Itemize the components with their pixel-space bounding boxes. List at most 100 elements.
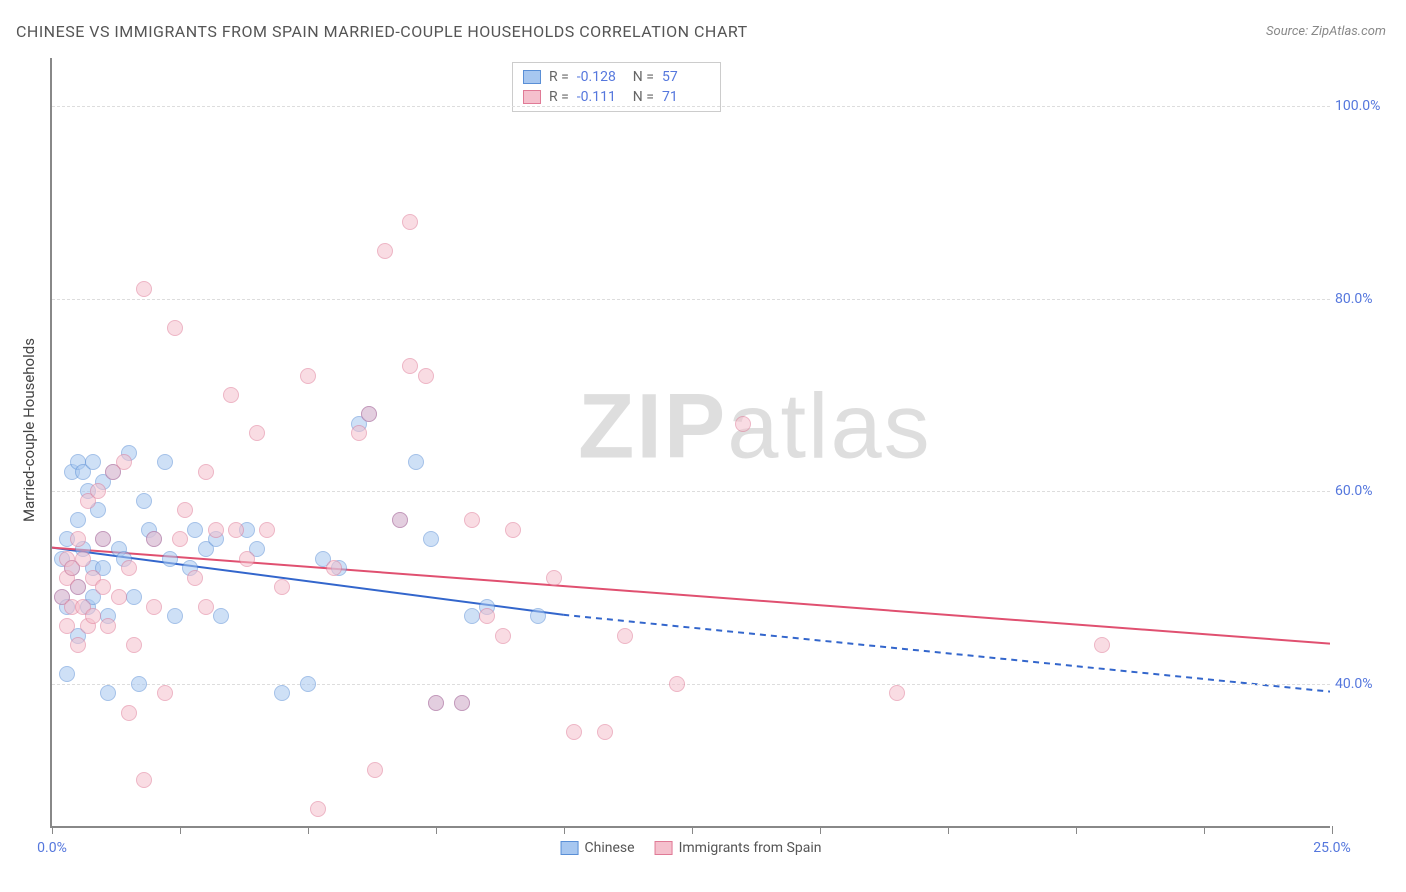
scatter-point [1094, 637, 1110, 653]
x-tick [1204, 826, 1205, 834]
watermark-rest: atlas [727, 375, 931, 477]
grid-line [52, 299, 1330, 300]
scatter-point [208, 522, 224, 538]
scatter-point [454, 695, 470, 711]
scatter-point [121, 560, 137, 576]
scatter-point [167, 320, 183, 336]
scatter-point [239, 551, 255, 567]
scatter-point [121, 705, 137, 721]
legend-stats-row: R = -0.111 N = 71 [523, 87, 710, 107]
plot-area: ZIPatlas R = -0.128 N = 57 R = -0.111 N … [50, 58, 1330, 828]
scatter-point [735, 416, 751, 432]
x-tick [692, 826, 693, 834]
scatter-point [100, 618, 116, 634]
scatter-point [59, 618, 75, 634]
legend-label-chinese: Chinese [585, 840, 635, 856]
r-value-spain: -0.111 [577, 89, 625, 105]
scatter-point [351, 425, 367, 441]
scatter-point [300, 368, 316, 384]
scatter-point [505, 522, 521, 538]
n-value-spain: 71 [662, 89, 710, 105]
scatter-point [464, 512, 480, 528]
scatter-point [310, 801, 326, 817]
legend-item-spain: Immigrants from Spain [655, 840, 822, 856]
scatter-point [259, 522, 275, 538]
scatter-point [392, 512, 408, 528]
n-label: N = [633, 89, 654, 105]
scatter-point [100, 685, 116, 701]
scatter-point [198, 599, 214, 615]
x-tick-label: 0.0% [37, 840, 67, 856]
scatter-point [126, 637, 142, 653]
legend-series-box: Chinese Immigrants from Spain [561, 840, 822, 856]
x-tick [820, 826, 821, 834]
scatter-point [495, 628, 511, 644]
scatter-point [85, 454, 101, 470]
scatter-point [361, 406, 377, 422]
legend-stats-box: R = -0.128 N = 57 R = -0.111 N = 71 [512, 62, 721, 112]
scatter-point [90, 483, 106, 499]
x-tick [180, 826, 181, 834]
x-tick-label: 25.0% [1313, 840, 1351, 856]
scatter-point [95, 531, 111, 547]
y-tick-label: 60.0% [1335, 483, 1390, 499]
scatter-point [131, 676, 147, 692]
x-tick [436, 826, 437, 834]
x-tick [308, 826, 309, 834]
chart-container: CHINESE VS IMMIGRANTS FROM SPAIN MARRIED… [0, 0, 1406, 892]
scatter-point [408, 454, 424, 470]
scatter-point [116, 454, 132, 470]
scatter-point [402, 358, 418, 374]
scatter-point [228, 522, 244, 538]
scatter-point [479, 608, 495, 624]
scatter-point [167, 608, 183, 624]
scatter-point [418, 368, 434, 384]
watermark: ZIPatlas [578, 374, 931, 479]
grid-line [52, 106, 1330, 107]
scatter-point [157, 454, 173, 470]
legend-swatch-spain [523, 90, 541, 104]
scatter-point [617, 628, 633, 644]
scatter-point [889, 685, 905, 701]
scatter-point [187, 522, 203, 538]
scatter-point [223, 387, 239, 403]
scatter-point [326, 560, 342, 576]
x-tick [948, 826, 949, 834]
scatter-point [402, 214, 418, 230]
scatter-point [423, 531, 439, 547]
grid-line [52, 491, 1330, 492]
r-label: R = [549, 69, 569, 85]
scatter-point [70, 512, 86, 528]
x-tick [1332, 826, 1333, 834]
chart-title: CHINESE VS IMMIGRANTS FROM SPAIN MARRIED… [16, 22, 748, 41]
legend-stats-row: R = -0.128 N = 57 [523, 67, 710, 87]
n-label: N = [633, 69, 654, 85]
y-axis-label: Married-couple Households [20, 338, 38, 522]
n-value-chinese: 57 [662, 69, 710, 85]
scatter-point [464, 608, 480, 624]
scatter-point [59, 666, 75, 682]
legend-item-chinese: Chinese [561, 840, 635, 856]
scatter-point [198, 464, 214, 480]
watermark-bold: ZIP [578, 375, 727, 477]
scatter-point [172, 531, 188, 547]
scatter-point [546, 570, 562, 586]
scatter-point [136, 772, 152, 788]
scatter-point [187, 570, 203, 586]
scatter-point [428, 695, 444, 711]
scatter-point [95, 579, 111, 595]
scatter-point [146, 531, 162, 547]
y-tick-label: 80.0% [1335, 291, 1390, 307]
x-tick [1076, 826, 1077, 834]
scatter-point [566, 724, 582, 740]
scatter-point [162, 551, 178, 567]
scatter-point [75, 551, 91, 567]
scatter-point [146, 599, 162, 615]
scatter-point [111, 589, 127, 605]
scatter-point [136, 281, 152, 297]
scatter-point [70, 531, 86, 547]
legend-swatch-chinese [561, 841, 579, 855]
scatter-point [367, 762, 383, 778]
scatter-point [377, 243, 393, 259]
legend-swatch-spain [655, 841, 673, 855]
